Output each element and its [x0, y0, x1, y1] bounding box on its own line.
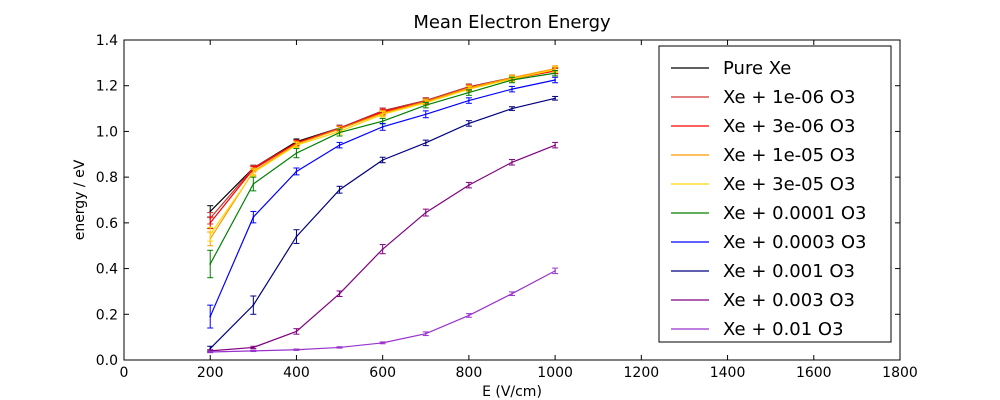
data-point: [511, 292, 513, 295]
legend-box: [658, 45, 892, 343]
data-point: [295, 348, 298, 351]
x-axis-ticks: 0 200 400 600 800 1000 1200 1400 1600 1800: [120, 40, 918, 381]
chart-title: Mean Electron Energy: [413, 12, 611, 33]
y-tick-label: 0.0: [96, 353, 118, 369]
data-point: [467, 91, 470, 94]
data-point: [252, 171, 255, 174]
data-point: [381, 113, 384, 116]
data-point: [424, 113, 427, 116]
x-tick-label: 600: [369, 365, 396, 381]
data-point: [338, 292, 341, 295]
legend-label: Xe + 3e-05 O3: [723, 174, 855, 195]
data-point: [467, 184, 470, 187]
y-tick-label: 0.4: [96, 262, 118, 278]
data-point: [252, 183, 255, 185]
legend: Pure Xe Xe + 1e-06 O3 Xe + 3e-06 O3 Xe + 1e…: [658, 45, 892, 343]
y-tick-label: 1.0: [96, 124, 118, 140]
y-tick-label: 1.4: [96, 33, 118, 49]
data-point: [424, 211, 427, 214]
data-point: [295, 144, 298, 147]
data-point: [252, 216, 255, 219]
y-tick-label: 0.2: [96, 307, 118, 323]
series-6: [207, 76, 559, 329]
legend-label: Xe + 0.0001 O3: [723, 203, 866, 224]
data-point: [511, 107, 513, 110]
data-point: [381, 248, 384, 251]
y-axis-ticks: 0.0 0.2 0.4 0.6 0.8 1.0 1.2 1.4: [96, 33, 900, 369]
data-point: [554, 144, 557, 147]
data-point: [209, 347, 212, 350]
data-point: [467, 99, 470, 102]
data-point: [252, 346, 255, 349]
data-point: [554, 269, 557, 272]
data-point: [295, 330, 298, 333]
data-point: [209, 315, 212, 318]
data-point: [467, 122, 470, 125]
data-point: [209, 263, 212, 265]
data-point: [252, 349, 255, 352]
data-point: [381, 120, 384, 123]
data-point: [381, 159, 384, 161]
data-point: [554, 72, 557, 75]
y-tick-label: 1.2: [96, 79, 118, 95]
data-point: [295, 170, 298, 173]
data-point: [209, 221, 212, 224]
data-point: [381, 125, 384, 128]
data-point: [511, 161, 513, 164]
data-point: [338, 188, 341, 191]
data-point: [424, 104, 427, 107]
x-tick-label: 1000: [537, 365, 573, 381]
data-point: [209, 210, 212, 213]
x-tick-label: 1600: [796, 365, 832, 381]
data-point: [554, 97, 557, 100]
series-7: [207, 95, 559, 352]
data-point: [511, 79, 513, 81]
x-tick-label: 800: [456, 365, 483, 381]
series-layer: [207, 65, 559, 354]
data-point: [381, 341, 384, 344]
data-point: [295, 152, 298, 155]
data-point: [338, 144, 341, 147]
x-tick-label: 200: [197, 365, 224, 381]
legend-label: Xe + 1e-05 O3: [723, 145, 855, 166]
data-point: [338, 131, 341, 134]
data-point: [467, 314, 470, 317]
legend-label: Pure Xe: [723, 58, 791, 79]
x-tick-label: 1400: [710, 365, 746, 381]
data-point: [511, 88, 513, 91]
data-point: [338, 346, 341, 349]
series-9: [207, 267, 559, 354]
y-tick-label: 0.8: [96, 170, 118, 186]
data-point: [554, 79, 557, 81]
data-point: [295, 235, 298, 238]
x-tick-label: 400: [283, 365, 310, 381]
data-point: [209, 233, 212, 236]
legend-label: Xe + 0.01 O3: [723, 319, 844, 340]
data-point: [209, 351, 212, 353]
x-axis-label: E (V/cm): [482, 384, 542, 400]
data-point: [252, 304, 255, 307]
legend-label: Xe + 0.0003 O3: [723, 232, 866, 253]
legend-label: Xe + 3e-06 O3: [723, 116, 855, 137]
legend-label: Xe + 0.001 O3: [723, 261, 855, 282]
x-tick-label: 1800: [882, 365, 918, 381]
legend-label: Xe + 0.003 O3: [723, 290, 855, 311]
y-axis-label: energy / eV: [72, 159, 88, 240]
x-tick-label: 1200: [624, 365, 660, 381]
data-point: [424, 141, 427, 144]
y-tick-label: 0.6: [96, 216, 118, 232]
legend-label: Xe + 1e-06 O3: [723, 87, 855, 108]
x-tick-label: 0: [120, 365, 129, 381]
data-point: [424, 332, 427, 335]
